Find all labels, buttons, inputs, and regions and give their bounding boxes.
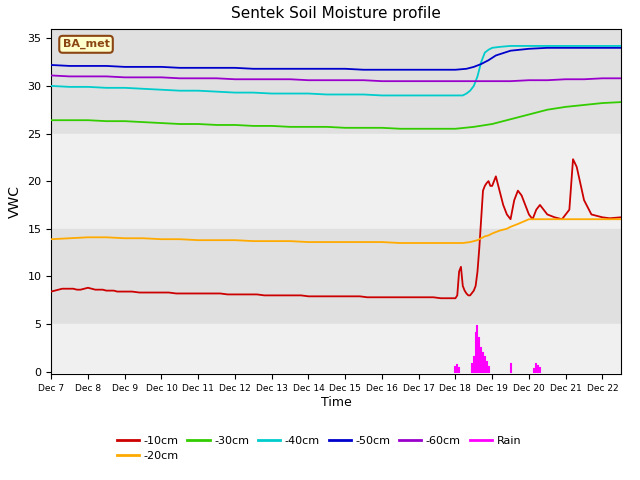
- Bar: [51, 229, 621, 324]
- Bar: [51, 29, 621, 133]
- Legend: -10cm, -20cm, -30cm, -40cm, -50cm, -60cm, Rain: -10cm, -20cm, -30cm, -40cm, -50cm, -60cm…: [112, 431, 525, 466]
- Bar: [51, 324, 621, 372]
- X-axis label: Time: Time: [321, 396, 351, 409]
- Bar: [51, 133, 621, 229]
- Y-axis label: VWC: VWC: [8, 185, 22, 218]
- Title: Sentek Soil Moisture profile: Sentek Soil Moisture profile: [231, 6, 441, 21]
- Text: BA_met: BA_met: [63, 39, 109, 49]
